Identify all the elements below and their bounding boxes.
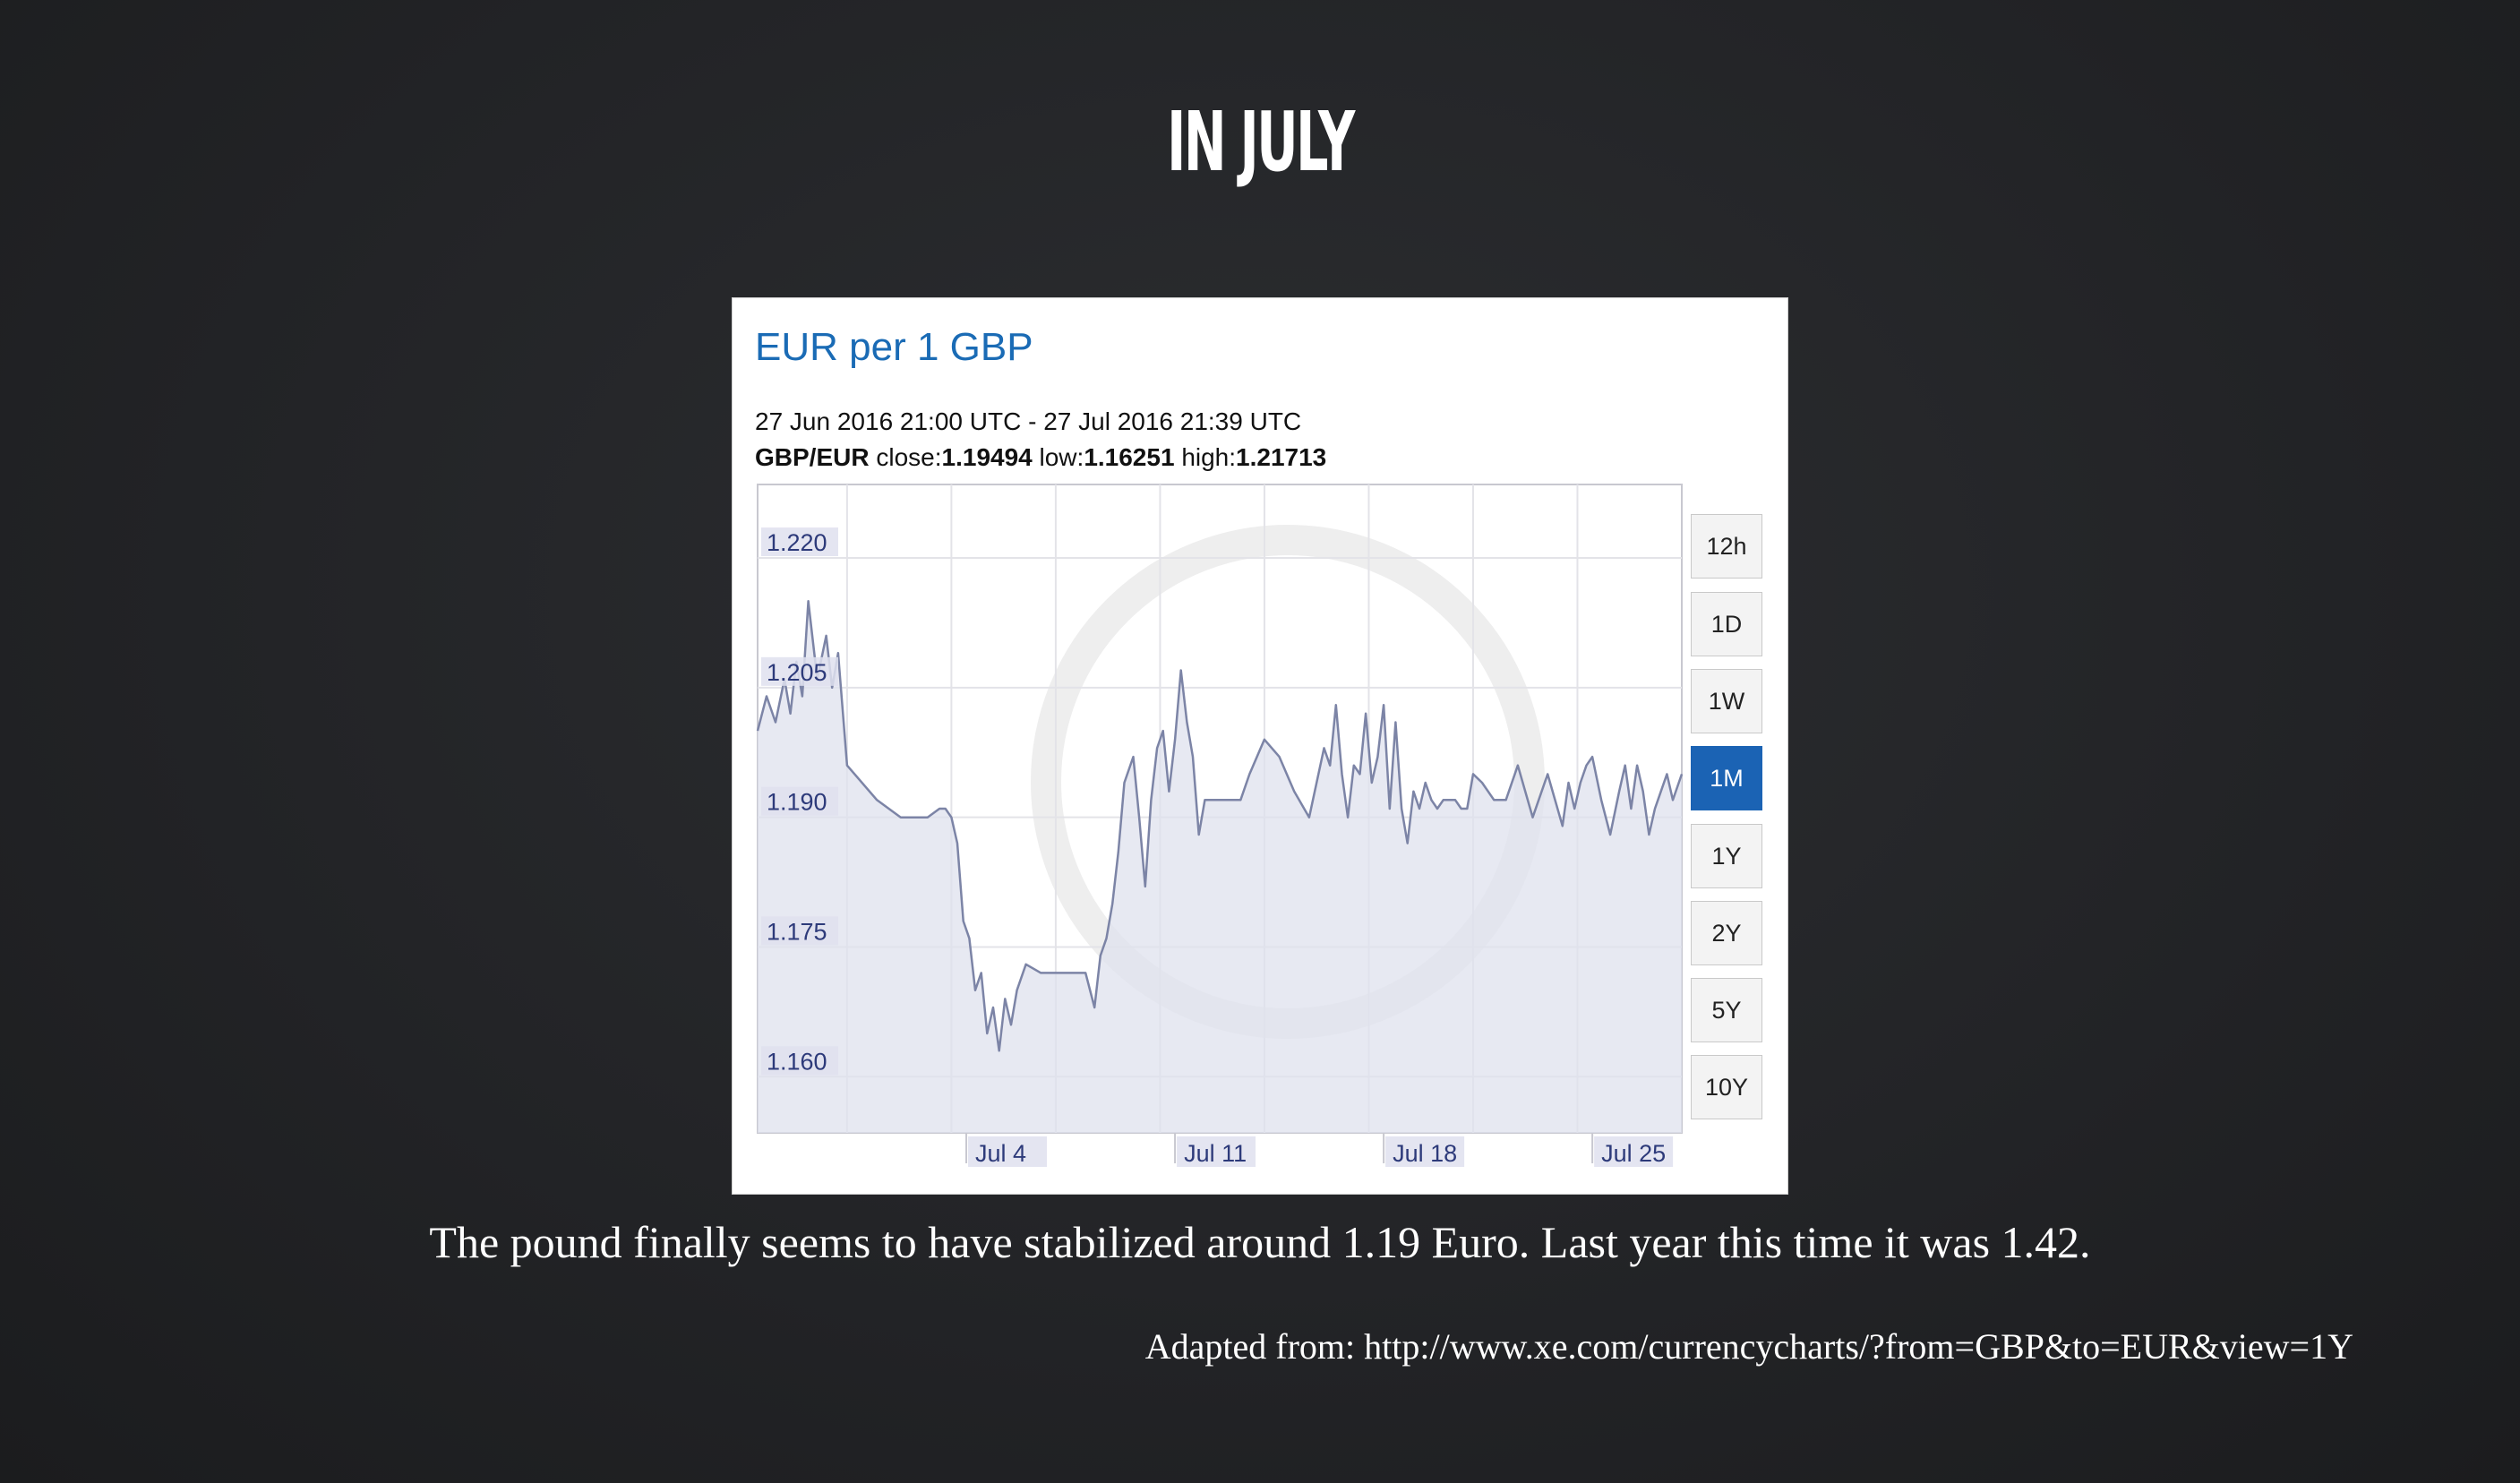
y-tick-label-bg <box>761 1046 838 1076</box>
y-tick-label-bg <box>761 656 838 686</box>
close-value: 1.19494 <box>941 443 1033 471</box>
close-label: close: <box>876 443 942 471</box>
chart-plot: 1.160 1.175 1.190 1.205 1.220 Jul 4 Jul 11 Jul … <box>756 484 1684 1167</box>
chart-stats: GBP/EUR close:1.19494 low:1.16251 high:1… <box>755 443 1326 472</box>
series-line <box>756 600 1684 1052</box>
x-tick-label-bg <box>1594 1136 1674 1167</box>
low-label: low: <box>1039 443 1084 471</box>
timeframe-button-12h[interactable]: 12h <box>1691 514 1762 579</box>
y-tick-label-bg <box>761 527 838 557</box>
timeframe-button-1d[interactable]: 1D <box>1691 592 1762 656</box>
x-tick-label-bg <box>1385 1136 1465 1167</box>
y-tick-label: 1.175 <box>767 918 827 945</box>
y-tick-label: 1.190 <box>767 789 827 816</box>
low-value: 1.16251 <box>1084 443 1175 471</box>
y-tick-label: 1.160 <box>767 1048 827 1075</box>
y-tick-label: 1.205 <box>767 659 827 686</box>
timeframe-button-1y[interactable]: 1Y <box>1691 824 1762 888</box>
source-note: Adapted from: http://www.xe.com/currency… <box>1144 1326 2353 1367</box>
slide-caption: The pound finally seems to have stabiliz… <box>429 1217 2091 1267</box>
timeframe-button-5y[interactable]: 5Y <box>1691 978 1762 1042</box>
pair-label: GBP/EUR <box>755 443 870 471</box>
x-tick-label: Jul 4 <box>975 1140 1026 1167</box>
chart-date-range: 27 Jun 2016 21:00 UTC - 27 Jul 2016 21:3… <box>755 407 1302 435</box>
timeframe-button-1m[interactable]: 1M <box>1691 746 1762 810</box>
timeframe-button-1w[interactable]: 1W <box>1691 669 1762 733</box>
x-tick-label: Jul 11 <box>1184 1140 1247 1167</box>
y-tick-label: 1.220 <box>767 529 827 556</box>
y-tick-label-bg <box>761 786 838 816</box>
high-value: 1.21713 <box>1236 443 1327 471</box>
series-area <box>758 601 1682 1133</box>
timeframe-button-2y[interactable]: 2Y <box>1691 901 1762 965</box>
high-label: high: <box>1181 443 1237 471</box>
x-tick-label-bg <box>968 1136 1048 1167</box>
timeframe-button-10y[interactable]: 10Y <box>1691 1055 1762 1119</box>
x-tick-label-bg <box>1177 1136 1256 1167</box>
slide-title: IN JULY <box>1167 94 1355 190</box>
chart-heading: EUR per 1 GBP <box>755 325 1033 369</box>
y-tick-label-bg <box>761 916 838 946</box>
x-tick-label: Jul 18 <box>1393 1140 1457 1167</box>
x-tick-label: Jul 25 <box>1601 1140 1666 1167</box>
chart-panel: 1.160 1.175 1.190 1.205 1.220 Jul 4 Jul 11 Jul … <box>732 297 1788 1195</box>
